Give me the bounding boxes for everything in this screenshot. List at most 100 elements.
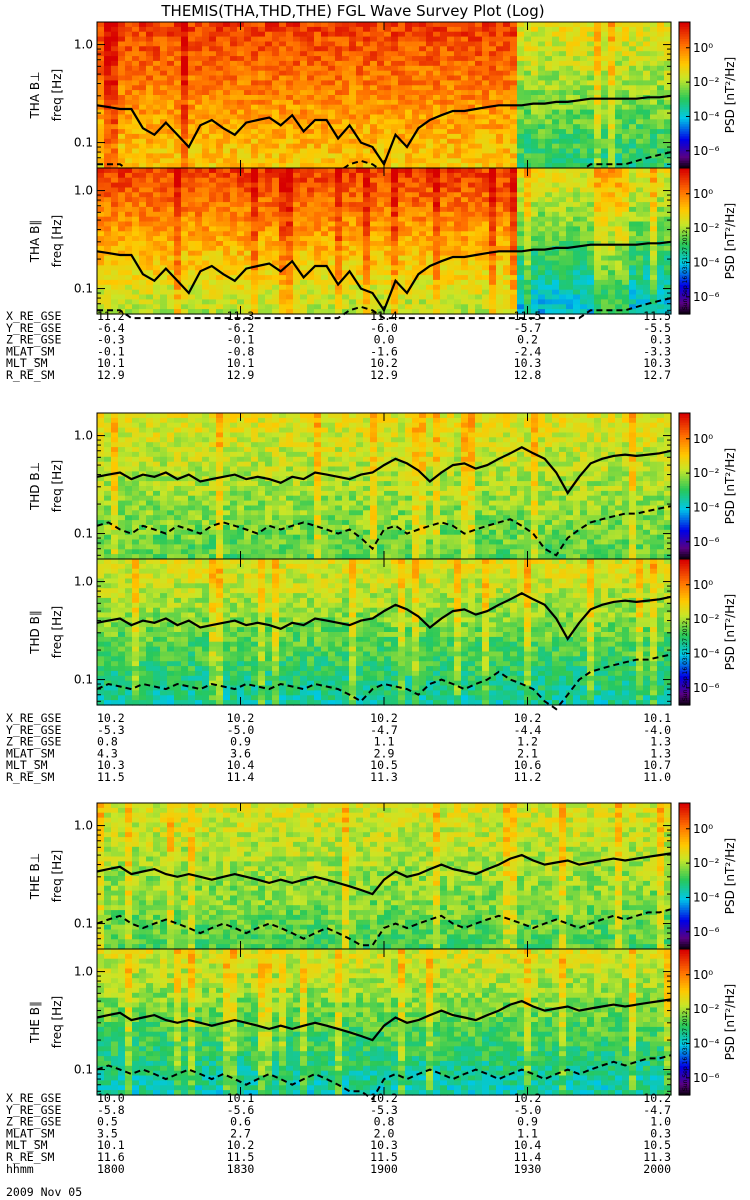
spectrogram-cell — [482, 153, 490, 159]
spectrogram-cell — [440, 241, 448, 247]
spectrogram-cell — [209, 216, 217, 223]
spectrogram-cell — [503, 241, 511, 247]
spectrogram-cell — [573, 202, 581, 208]
spectrogram-cell — [566, 75, 574, 81]
spectrogram-cell — [300, 279, 308, 286]
spectrogram-cell — [538, 163, 546, 169]
spectrogram-cell — [573, 226, 581, 232]
spectrogram-cell — [664, 133, 672, 140]
spectrogram-cell — [650, 41, 658, 47]
spectrogram-cell — [370, 51, 378, 57]
spectrogram-cell — [496, 138, 504, 145]
spectrogram-cell — [125, 231, 133, 237]
spectrogram-cell — [489, 163, 497, 169]
spectrogram-cell — [209, 275, 217, 281]
spectrogram-cell — [272, 299, 280, 305]
spectrogram-cell — [594, 41, 602, 47]
spectrogram-cell — [244, 192, 252, 198]
spectrogram-cell — [566, 187, 574, 193]
spectrogram-cell — [356, 75, 364, 81]
spectrogram-cell — [251, 80, 259, 86]
spectrogram-cell — [202, 124, 210, 130]
spectrogram-cell — [433, 95, 441, 101]
spectrogram-cell — [230, 80, 238, 86]
spectrogram-cell — [531, 226, 539, 232]
spectrogram-cell — [503, 255, 511, 262]
spectrogram-cell — [475, 60, 483, 67]
spectrogram-cell — [615, 90, 623, 96]
spectrogram-cell — [132, 304, 140, 310]
spectrogram-cell — [531, 187, 539, 193]
spectrogram-cell — [237, 129, 245, 135]
spectrogram-cell — [335, 114, 343, 120]
spectrogram-cell — [482, 70, 490, 77]
spectrogram-cell — [202, 270, 210, 276]
spectrogram-cell — [328, 260, 336, 266]
spectrogram-cell — [650, 221, 658, 227]
spectrogram-cell — [629, 168, 637, 174]
spectrogram-cell — [104, 284, 112, 291]
spectrogram-cell — [419, 51, 427, 57]
spectrogram-cell — [300, 124, 308, 130]
spectrogram-cell — [195, 221, 203, 227]
spectrogram-cell — [594, 172, 602, 179]
spectrogram-cell — [258, 22, 266, 28]
spectrogram-cell — [244, 304, 252, 310]
spectrogram-cell — [125, 284, 133, 291]
spectrogram-cell — [552, 51, 560, 57]
spectrogram-cell — [566, 211, 574, 218]
spectrogram-cell — [664, 75, 672, 81]
spectrogram-cell — [181, 211, 189, 218]
spectrogram-cell — [181, 26, 189, 33]
spectrogram-cell — [440, 65, 448, 72]
spectrogram-cell — [342, 148, 350, 154]
spectrogram-cell — [139, 51, 147, 57]
spectrogram-cell — [118, 60, 126, 67]
spectrogram-cell — [160, 177, 168, 184]
spectrogram-cell — [370, 90, 378, 96]
spectrogram-cell — [300, 26, 308, 33]
spectrogram-cell — [328, 41, 336, 47]
spectrogram-cell — [118, 133, 126, 140]
spectrogram-cell — [475, 197, 483, 203]
spectrogram-cell — [132, 265, 140, 271]
spectrogram-cell — [447, 70, 455, 77]
spectrogram-cell — [300, 309, 308, 315]
spectrogram-cell — [356, 172, 364, 179]
spectrogram-cell — [545, 41, 553, 47]
spectrogram-cell — [510, 245, 518, 252]
spectrogram-cell — [349, 279, 357, 286]
spectrogram-cell — [426, 211, 434, 218]
spectrogram-cell — [524, 129, 532, 135]
spectrogram-cell — [538, 187, 546, 193]
spectrogram-cell — [468, 284, 476, 291]
spectrogram-cell — [510, 26, 518, 33]
spectrogram-cell — [230, 51, 238, 57]
spectrogram-cell — [510, 90, 518, 96]
spectrogram-cell — [153, 41, 161, 47]
spectrogram-cell — [531, 65, 539, 72]
spectrogram-cell — [153, 60, 161, 67]
spectrogram-cell — [342, 294, 350, 300]
spectrogram-cell — [650, 90, 658, 96]
spectrogram-cell — [468, 265, 476, 271]
spectrogram-cell — [377, 294, 385, 300]
spectrogram-cell — [531, 26, 539, 33]
spectrogram-cell — [538, 104, 546, 111]
spectrogram-cell — [125, 250, 133, 257]
spectrogram-cell — [622, 245, 630, 252]
spectrogram-cell — [524, 192, 532, 198]
spectrogram-cell — [412, 221, 420, 227]
spectrogram-cell — [237, 255, 245, 262]
spectrogram-cell — [538, 80, 546, 86]
spectrogram-cell — [454, 211, 462, 218]
spectrogram-cell — [195, 148, 203, 154]
spectrogram-cell — [461, 284, 469, 291]
spectrogram-cell — [328, 309, 336, 315]
spectrogram-cell — [300, 168, 308, 174]
spectrogram-cell — [132, 279, 140, 286]
spectrogram-cell — [97, 36, 105, 43]
spectrogram-cell — [573, 119, 581, 125]
spectrogram-cell — [342, 60, 350, 67]
spectrogram-cell — [132, 197, 140, 203]
